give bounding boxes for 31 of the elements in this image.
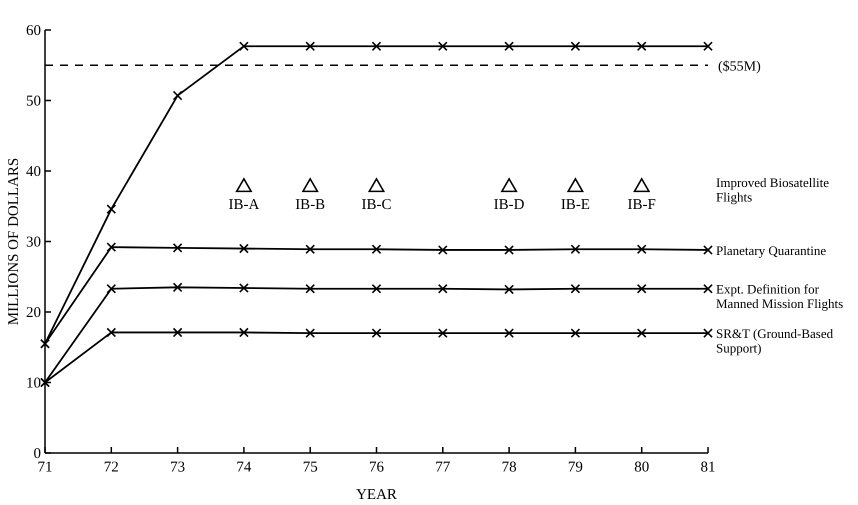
x-tick-label: 81 xyxy=(700,460,716,476)
x-tick-label: 72 xyxy=(104,460,119,476)
x-tick-label: 75 xyxy=(302,460,318,476)
data-label: IB-F xyxy=(628,197,656,214)
y-tick-label: 50 xyxy=(26,93,41,110)
x-tick-label: 80 xyxy=(634,460,650,476)
x-tick-label: 77 xyxy=(435,460,451,476)
data-label: IB-A xyxy=(228,197,260,214)
series-label: Expt. Definition for Manned Mission Flights xyxy=(716,282,844,312)
data-label: IB-D xyxy=(494,197,525,214)
y-tick-label: 60 xyxy=(26,22,41,39)
y-tick-label: 0 xyxy=(34,446,41,462)
x-tick-label: 79 xyxy=(568,460,583,476)
y-axis-title: MILLIONS OF DOLLARS xyxy=(6,158,22,326)
y-tick-label: 30 xyxy=(26,234,41,250)
x-tick-label: 76 xyxy=(369,460,384,476)
series-label: Planetary Quarantine xyxy=(716,242,826,258)
data-label: IB-C xyxy=(362,197,392,214)
y-tick-label: 40 xyxy=(26,164,41,180)
data-label: IB-B xyxy=(295,197,326,214)
y-tick-label: 10 xyxy=(26,375,41,392)
series-label: SR&T (Ground-Based Support) xyxy=(716,326,834,356)
x-axis-title: YEAR xyxy=(356,487,397,503)
x-tick-label: 74 xyxy=(236,460,252,476)
y-tick-label: 20 xyxy=(26,304,41,321)
ref-line-label: ($55M) xyxy=(718,59,762,74)
x-tick-label: 78 xyxy=(502,460,517,476)
x-tick-label: 71 xyxy=(38,460,52,476)
data-label: IB-E xyxy=(560,197,590,214)
x-tick-label: 73 xyxy=(170,460,186,476)
text: Improved Biosatellite Flights xyxy=(716,175,830,205)
